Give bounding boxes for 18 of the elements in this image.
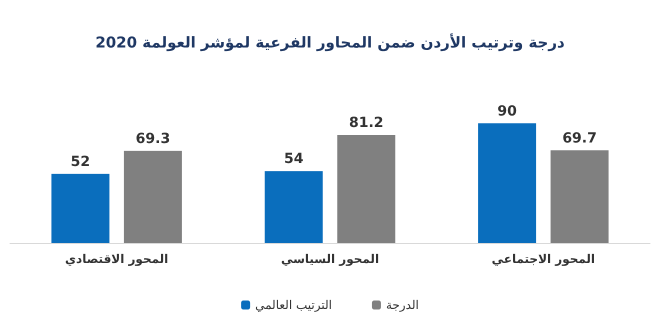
legend-label: الترتيب العالمي [255,298,332,312]
x-tick-label: المحور السياسي [280,252,380,266]
chart-title: درجة وترتيب الأردن ضمن المحاور الفرعية لمؤشر العولمة 2020 [95,32,565,52]
bar [51,174,110,243]
x-tick-label: المحور الاجتماعي [492,252,596,266]
data-label: 69.7 [562,130,597,146]
data-label: 90 [497,103,518,120]
bar [264,171,323,243]
bar [550,150,609,243]
data-label: 52 [70,154,90,170]
x-tick-label: المحور الاقتصادي [65,252,168,266]
data-label: 81.2 [348,115,384,132]
bar [337,135,396,243]
data-label: 69.3 [136,130,170,147]
bar [478,123,536,243]
legend-label: الدرجة [386,298,419,312]
data-label: 54 [284,151,304,168]
bar [124,150,182,243]
